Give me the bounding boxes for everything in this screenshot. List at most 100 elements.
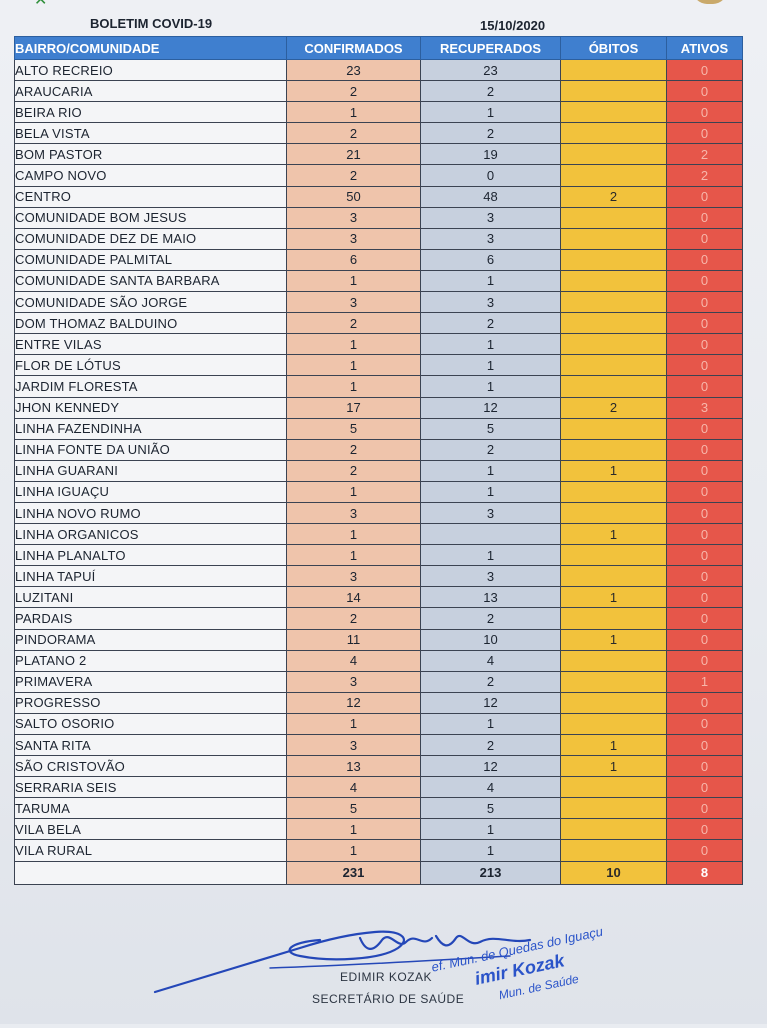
cell-obitos <box>560 839 667 862</box>
cell-ativos: 0 <box>666 818 743 841</box>
cell-recuperados: 2 <box>420 733 561 757</box>
cell-ativos: 0 <box>666 733 743 757</box>
cell-obitos <box>560 480 667 503</box>
cell-recuperados <box>420 523 561 546</box>
cell-ativos: 0 <box>666 839 743 862</box>
cell-obitos <box>560 417 667 440</box>
cell-confirmados: 1 <box>286 480 421 503</box>
cell-recuperados: 2 <box>420 122 561 145</box>
cell-obitos <box>560 649 667 672</box>
cell-ativos: 0 <box>666 58 743 82</box>
cell-ativos: 0 <box>666 797 743 820</box>
cell-ativos: 0 <box>666 312 743 335</box>
cell-confirmados: 6 <box>286 248 421 271</box>
cell-ativos: 0 <box>666 375 743 398</box>
cell-ativos: 0 <box>666 333 743 356</box>
table-row: LINHA ORGANICOS 1 1 0 <box>14 523 743 546</box>
cell-obitos <box>560 291 667 314</box>
cell-obitos <box>560 818 667 841</box>
cell-obitos: 2 <box>560 185 667 208</box>
cell-obitos <box>560 438 667 461</box>
signature-block: EDIMIR KOZAK SECRETÁRIO DE SAÚDE ef. Mun… <box>0 920 767 1024</box>
handwritten-signature-icon <box>153 930 532 994</box>
cell-recuperados: 1 <box>420 459 561 482</box>
cell-ativos: 0 <box>666 712 743 736</box>
cell-confirmados: 1 <box>286 839 421 862</box>
municipal-logo-icon: ✕ <box>34 0 48 9</box>
table-row: FLOR DE LÓTUS 1 1 0 <box>14 354 743 377</box>
covid-cases-table: BAIRRO/COMUNIDADE CONFIRMADOS RECUPERADO… <box>14 36 743 885</box>
cell-recuperados: 2 <box>420 670 561 693</box>
table-header-row: BAIRRO/COMUNIDADE CONFIRMADOS RECUPERADO… <box>14 36 743 60</box>
column-header-obitos: ÓBITOS <box>560 36 667 60</box>
cell-ativos: 0 <box>666 438 743 461</box>
column-header-recuperados: RECUPERADOS <box>420 36 561 60</box>
cell-bairro: LINHA IGUAÇU <box>14 480 287 503</box>
table-row: ENTRE VILAS 1 1 0 <box>14 333 743 356</box>
table-row: SALTO OSORIO 1 1 0 <box>14 712 743 736</box>
cell-confirmados: 1 <box>286 544 421 567</box>
cell-ativos: 0 <box>666 417 743 440</box>
cell-obitos <box>560 712 667 736</box>
cell-bairro: SANTA RITA <box>14 733 287 757</box>
cell-confirmados: 2 <box>286 459 421 482</box>
cell-confirmados: 3 <box>286 291 421 314</box>
table-row: PROGRESSO 12 12 0 <box>14 691 743 714</box>
cell-recuperados: 0 <box>420 164 561 187</box>
cell-ativos: 0 <box>666 776 743 799</box>
cell-confirmados: 3 <box>286 565 421 588</box>
cell-confirmados: 12 <box>286 691 421 714</box>
cell-recuperados: 5 <box>420 417 561 440</box>
cell-obitos: 1 <box>560 755 667 778</box>
cell-ativos: 0 <box>666 101 743 124</box>
totals-row: 231 213 10 8 <box>14 860 743 885</box>
cell-confirmados: 3 <box>286 206 421 229</box>
cell-ativos: 0 <box>666 269 743 293</box>
cell-recuperados: 3 <box>420 501 561 525</box>
table-row: SÃO CRISTOVÃO 13 12 1 0 <box>14 755 743 778</box>
cell-obitos <box>560 375 667 398</box>
cell-ativos: 0 <box>666 227 743 250</box>
cell-ativos: 0 <box>666 501 743 525</box>
cell-confirmados: 1 <box>286 712 421 736</box>
cell-recuperados: 4 <box>420 776 561 799</box>
cell-bairro: LINHA GUARANI <box>14 459 287 482</box>
table-row: COMUNIDADE SÃO JORGE 3 3 0 <box>14 291 743 314</box>
cell-obitos <box>560 333 667 356</box>
cell-ativos: 0 <box>666 354 743 377</box>
cell-bairro: JHON KENNEDY <box>14 396 287 419</box>
table-row: BOM PASTOR 21 19 2 <box>14 143 743 166</box>
cell-ativos: 0 <box>666 291 743 314</box>
cell-ativos: 0 <box>666 691 743 714</box>
cell-obitos: 1 <box>560 459 667 482</box>
cell-bairro: COMUNIDADE PALMITAL <box>14 248 287 271</box>
cell-confirmados: 5 <box>286 417 421 440</box>
cell-ativos: 0 <box>666 755 743 778</box>
cell-bairro: LINHA FAZENDINHA <box>14 417 287 440</box>
cell-obitos: 1 <box>560 733 667 757</box>
cell-recuperados: 12 <box>420 691 561 714</box>
cell-confirmados: 3 <box>286 501 421 525</box>
cell-recuperados: 23 <box>420 58 561 82</box>
table-row: BEIRA RIO 1 1 0 <box>14 101 743 124</box>
cell-recuperados: 10 <box>420 628 561 651</box>
cell-recuperados: 48 <box>420 185 561 208</box>
cell-obitos <box>560 122 667 145</box>
cell-obitos <box>560 80 667 103</box>
cell-recuperados: 2 <box>420 607 561 630</box>
cell-bairro: LINHA TAPUÍ <box>14 565 287 588</box>
cell-obitos: 1 <box>560 523 667 546</box>
cell-confirmados: 2 <box>286 164 421 187</box>
cell-bairro: VILA BELA <box>14 818 287 841</box>
table-row: COMUNIDADE PALMITAL 6 6 0 <box>14 248 743 271</box>
cell-bairro: ALTO RECREIO <box>14 58 287 82</box>
cell-ativos: 0 <box>666 206 743 229</box>
cell-ativos: 0 <box>666 459 743 482</box>
table-row: PINDORAMA 11 10 1 0 <box>14 628 743 651</box>
signer-name: EDIMIR KOZAK <box>340 970 433 984</box>
table-row: VILA RURAL 1 1 0 <box>14 839 743 862</box>
cell-obitos <box>560 143 667 166</box>
cell-bairro: PINDORAMA <box>14 628 287 651</box>
cell-recuperados: 19 <box>420 143 561 166</box>
cell-confirmados: 1 <box>286 818 421 841</box>
